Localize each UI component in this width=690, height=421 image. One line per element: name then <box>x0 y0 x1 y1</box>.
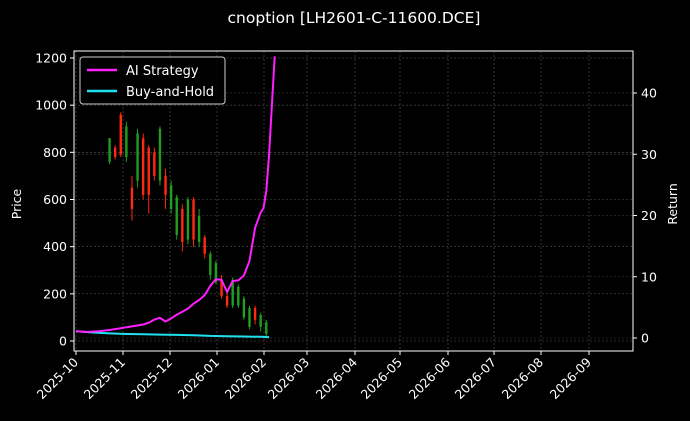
x-tick-label: 2026-02 <box>222 355 270 403</box>
x-tick-label: 2025-10 <box>34 354 82 402</box>
x-tick-label: 2025-11 <box>81 355 129 403</box>
y-tick-label-right: 20 <box>641 208 657 223</box>
legend-label-buy-and-hold: Buy-and-Hold <box>126 85 214 100</box>
candle-body <box>253 307 257 320</box>
x-tick-label: 2026-03 <box>265 355 313 403</box>
candle-body <box>214 263 218 283</box>
y-tick-label-right: 0 <box>641 331 649 346</box>
y-tick-label: 600 <box>43 192 67 207</box>
candle-body <box>141 138 145 195</box>
candle-body <box>248 307 251 327</box>
candle-body <box>186 199 190 240</box>
legend: AI Strategy Buy-and-Hold <box>79 56 226 105</box>
y-tick-label: 200 <box>43 286 67 301</box>
candle-body <box>130 187 134 209</box>
return-lines <box>75 56 276 339</box>
x-tick-label: 2026-09 <box>547 354 595 402</box>
candle-body <box>231 279 234 306</box>
candle-body <box>175 197 178 235</box>
legend-label-ai-strategy: AI Strategy <box>126 64 199 79</box>
series-line-buy-and-hold <box>75 330 270 339</box>
candle-body <box>209 253 212 275</box>
y-axis-label-right: Return <box>665 183 680 224</box>
candle-body <box>164 175 167 195</box>
y-tick-label: 1200 <box>35 51 67 66</box>
candle-body <box>242 298 246 318</box>
series-line-ai-strategy <box>75 56 276 333</box>
candle-body <box>220 279 223 297</box>
y-tick-label-right: 40 <box>641 86 657 101</box>
candle-body <box>147 147 150 195</box>
plot-frame <box>73 50 634 352</box>
candle-body <box>259 315 262 327</box>
candle-body <box>119 114 122 155</box>
candle-body <box>237 286 240 306</box>
x-tick-label: 2026-01 <box>175 355 223 403</box>
candle-body <box>108 138 111 162</box>
x-tick-label: 2026-04 <box>313 354 361 402</box>
candle-body <box>197 216 201 242</box>
y-tick-label-right: 10 <box>641 269 657 284</box>
y-axis-left: 0 200 400 600 800 1000 1200 <box>35 51 74 349</box>
candle-body <box>265 322 268 334</box>
x-tick-label: 2025-12 <box>128 355 176 403</box>
candle-body <box>192 199 195 240</box>
x-tick-label: 2026-07 <box>452 355 500 403</box>
y-tick-label: 0 <box>59 334 67 349</box>
x-tick-label: 2026-08 <box>499 354 547 402</box>
y-tick-label: 800 <box>43 145 67 160</box>
candle-body <box>136 133 139 181</box>
candle-body <box>153 152 156 176</box>
candle-body <box>158 128 162 181</box>
x-tick-label: 2026-06 <box>406 354 454 402</box>
candle-body <box>113 147 117 158</box>
y-axis-right: 0 10 20 30 40 <box>633 86 657 346</box>
grid-lines <box>74 51 633 351</box>
candlesticks <box>108 112 268 337</box>
chart-title: cnoption [LH2601-C-11600.DCE] <box>228 9 481 27</box>
candle-body <box>203 237 206 254</box>
y-tick-label-right: 30 <box>641 147 657 162</box>
y-tick-label: 1000 <box>35 98 67 113</box>
candle-body <box>125 126 128 158</box>
y-axis-label-left: Price <box>9 188 24 219</box>
y-tick-label: 400 <box>43 239 67 254</box>
x-tick-label: 2026-05 <box>358 355 406 403</box>
candle-body <box>181 208 184 242</box>
candle-body <box>169 185 173 209</box>
x-axis: 2025-10 2025-11 2025-12 2026-01 2026-022026-… <box>34 351 595 403</box>
candle-body <box>225 296 229 306</box>
